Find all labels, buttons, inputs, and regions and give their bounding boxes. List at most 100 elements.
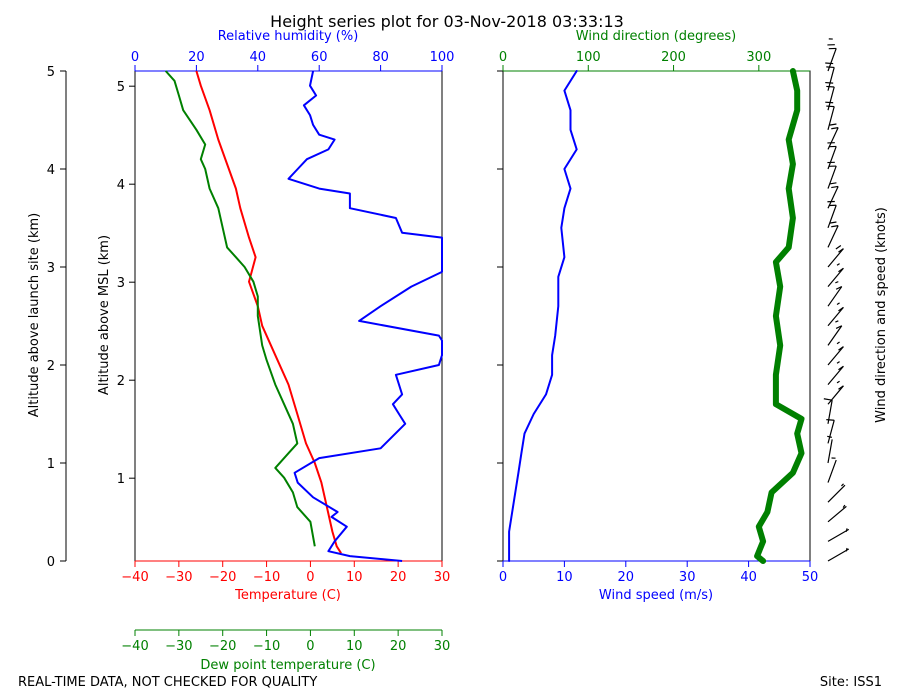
chart-title: Height series plot for 03-Nov-2018 03:33… [270,12,624,31]
temperature-tick-label: 20 [390,570,407,585]
temperature-tick-label: −40 [121,570,148,585]
outer-y-tick-label: 5 [47,65,55,80]
wind-barb-shaft [827,286,843,307]
wind-barb-shaft [827,346,844,366]
wind-barb-flag [825,101,834,104]
plot-frame-right [502,70,811,562]
wind-barb-shaft [827,225,839,248]
wind-barb-half-flag [836,361,840,364]
series-line-wind-direction [754,68,805,564]
temperature-tick-label: 30 [434,570,451,585]
dewpoint-tick-label: 30 [434,639,451,654]
wind-speed-tick-label: 40 [740,570,757,585]
wind-barb-flag [838,346,844,351]
wind-barb-flag [835,245,842,250]
wind-barb-shaft [827,439,833,464]
outer-y-tick-label: 3 [47,261,55,276]
wind-direction-tick-label: 100 [576,50,601,65]
dewpoint-tick-label: −20 [209,639,236,654]
wind-barb-shaft [827,205,837,229]
wind-barb-shaft [827,307,844,327]
wind-barb-flag [823,398,833,401]
wind-barb-shaft [827,420,835,444]
dewpoint-axis-label: Dew point temperature (C) [200,658,375,673]
wind-barb-half-flag [836,380,840,384]
wind-barb-half-flag [841,483,844,487]
wind-speed-axis-label: Wind speed (m/s) [599,588,713,603]
wind-barb-shaft [827,186,839,209]
wind-barb-flag [838,365,844,371]
wind-barb-half-flag [842,504,846,508]
wind-direction-tick-label: 0 [499,50,507,65]
chart-marks: 0 1 2 3 4 5 1 2 3 4 5 −40 −30 −20 −10 0 10 20 30 −40 −30 −20 −… [47,38,850,654]
wind-barb-shaft [827,106,835,130]
wind-barb-flag [838,248,844,253]
temperature-axis-label: Temperature (C) [234,588,341,603]
wind-barb-shaft [827,385,844,405]
wind-barb-shaft [827,400,833,424]
outer-y-tick-label: 4 [47,163,55,178]
wind-barb-half-flag [836,341,840,345]
wind-barb-flag [829,182,837,185]
dewpoint-tick-label: 0 [306,639,314,654]
outer-y-tick-label: 1 [47,457,55,472]
wind-barb-shaft [827,48,837,72]
wind-barb-half-flag [836,263,840,266]
msl-y-tick-label: 1 [117,472,125,487]
wind-speed-tick-label: 50 [802,570,819,585]
wind-barb-shaft [827,505,847,523]
wind-barb-shaft [827,528,850,542]
wind-barb-flag [831,127,839,130]
dewpoint-tick-label: 10 [346,639,363,654]
wind-barb-flag [826,66,835,69]
wind-barb-flag [838,306,844,312]
wind-barb-shaft [827,459,837,483]
wind-barb-shaft [827,365,844,385]
wind-direction-tick-label: 300 [746,50,771,65]
dewpoint-tick-label: −30 [165,639,192,654]
wind-direction-tick-label: 200 [661,50,686,65]
wind-barb-half-flag [835,281,839,284]
rh-tick-label: 100 [430,50,455,65]
rh-tick-label: 20 [188,50,205,65]
rh-tick-label: 60 [311,50,328,65]
wind-speed-tick-label: 30 [679,570,696,585]
wind-barb-flag [831,225,839,228]
series-line-dew-point-temperature-c [164,70,316,547]
wind-barb-shaft [827,248,844,268]
rh-tick-label: 80 [372,50,389,65]
footer-site: Site: ISS1 [820,675,882,690]
temperature-tick-label: −10 [253,570,280,585]
msl-y-tick-label: 4 [117,178,125,193]
wind-barb-shaft [827,267,844,287]
wind-barb-shaft [827,146,837,170]
wind-direction-axis-label: Wind direction (degrees) [576,29,736,44]
wind-barb-flag [826,85,835,88]
wind-barb-shaft [827,165,837,189]
msl-y-tick-label: 3 [117,276,125,291]
rh-axis-label: Relative humidity (%) [218,29,359,44]
wind-barb-flag [829,123,837,126]
rh-tick-label: 40 [250,50,267,65]
wind-speed-tick-label: 0 [499,570,507,585]
wind-barb-flag [825,62,834,65]
series-line-relative-humidity [287,70,443,562]
plot-frame-left [134,70,443,562]
temperature-tick-label: −20 [209,570,236,585]
wind-speed-tick-label: 20 [618,570,635,585]
series-line-wind-speed [508,70,578,562]
msl-y-tick-label: 2 [117,374,125,389]
wind-barb-shaft [827,67,835,91]
outer-y-axis-label: Altitude above launch site (km) [27,213,42,417]
wind-barb-shaft [827,86,835,111]
dewpoint-tick-label: −10 [253,639,280,654]
wind-barb-flag [835,285,843,290]
wind-barb-shaft [827,548,850,562]
msl-y-tick-label: 5 [117,80,125,95]
wind-speed-tick-label: 10 [556,570,573,585]
dewpoint-tick-label: 20 [390,639,407,654]
wind-barb-shaft [827,325,843,346]
outer-y-tick-label: 2 [47,359,55,374]
temperature-tick-label: −30 [165,570,192,585]
